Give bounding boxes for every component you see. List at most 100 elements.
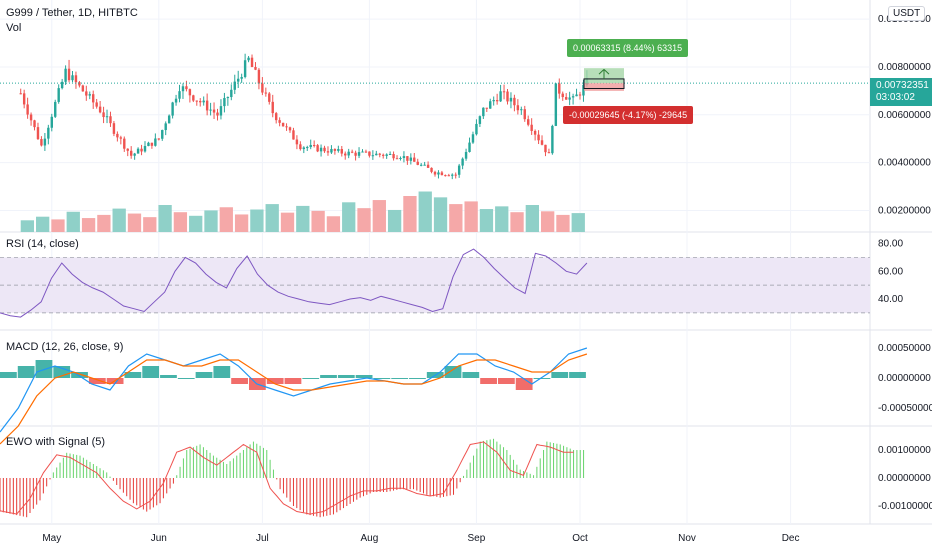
- candle-body: [461, 158, 464, 166]
- candle-body: [578, 94, 582, 96]
- macd-histogram-bar: [480, 378, 497, 384]
- macd-histogram-bar: [177, 378, 195, 379]
- candle-body: [292, 130, 295, 140]
- candle-body: [347, 151, 350, 156]
- candle-body: [350, 151, 354, 153]
- candle-body: [502, 91, 506, 93]
- candle-body: [281, 122, 285, 127]
- candle-body: [457, 165, 461, 175]
- volume-bar: [81, 218, 96, 232]
- candle-body: [523, 109, 526, 120]
- candle-body: [499, 91, 502, 102]
- volume-bar: [433, 197, 448, 232]
- rsi-line: [0, 248, 588, 318]
- candle-body: [375, 153, 378, 156]
- candle-body: [26, 104, 29, 115]
- candle-body: [533, 130, 537, 135]
- rsi-legend[interactable]: RSI (14, close): [6, 238, 79, 250]
- macd-histogram-bar: [17, 366, 35, 378]
- candle-body: [571, 96, 575, 98]
- candle-body: [419, 164, 423, 166]
- candle-body: [454, 174, 457, 176]
- candle-body: [237, 78, 240, 82]
- time-tick-label: Jun: [151, 533, 167, 544]
- macd-histogram-bar: [551, 372, 569, 378]
- stop-zone: [584, 83, 624, 91]
- candle-body: [271, 101, 274, 114]
- volume-legend[interactable]: Vol: [6, 22, 22, 34]
- volume-bar: [265, 204, 279, 232]
- volume-bar: [219, 207, 233, 232]
- candle-body: [157, 138, 161, 140]
- macd-histogram-bar: [515, 378, 533, 390]
- candle-body: [98, 106, 102, 113]
- candle-body: [81, 85, 85, 92]
- candle-body: [489, 101, 492, 109]
- candle-body: [116, 133, 119, 138]
- candle-body: [230, 89, 233, 98]
- candle-body: [185, 86, 188, 90]
- candle-body: [67, 68, 71, 81]
- macd-histogram-bar: [266, 378, 284, 384]
- candle-body: [226, 97, 230, 99]
- candle-body: [399, 158, 402, 160]
- candle-body: [426, 164, 430, 168]
- candle-body: [60, 81, 64, 89]
- volume-bar: [403, 196, 417, 232]
- volume-bar: [204, 210, 218, 232]
- candle-body: [478, 116, 482, 124]
- candle-body: [240, 77, 243, 79]
- candle-body: [323, 147, 326, 152]
- volume-bar: [234, 214, 249, 232]
- candle-body: [540, 140, 544, 145]
- candle-body: [344, 153, 347, 156]
- candle-body: [74, 75, 78, 83]
- candle-body: [268, 93, 271, 102]
- candle-body: [354, 152, 357, 156]
- volume-bar: [495, 206, 509, 232]
- ewo-tick-label: 0.00000000: [878, 473, 931, 484]
- volume-bar: [571, 213, 585, 232]
- volume-bar: [387, 209, 402, 232]
- stop-label[interactable]: -0.00029645 (-4.17%) -29645: [563, 106, 694, 124]
- candle-body: [250, 57, 254, 67]
- candle-body: [247, 57, 250, 61]
- macd-histogram-bar: [462, 372, 480, 378]
- candle-body: [544, 144, 547, 153]
- macd-histogram-bar: [124, 372, 142, 378]
- candle-body: [150, 142, 154, 146]
- candle-body: [50, 116, 53, 128]
- candle-body: [209, 109, 212, 111]
- rsi-tick-label: 80.00: [878, 239, 903, 250]
- candle-body: [319, 147, 323, 152]
- macd-tick-label: -0.00050000: [878, 403, 932, 414]
- symbol-title[interactable]: G999 / Tether, 1D, HITBTC: [6, 7, 138, 19]
- candle-body: [364, 151, 368, 153]
- ewo-legend[interactable]: EWO with Signal (5): [6, 436, 106, 448]
- candle-body: [416, 161, 419, 165]
- ewo-signal-line: [0, 441, 574, 515]
- candle-body: [143, 146, 147, 152]
- volume-bar: [280, 212, 295, 232]
- candle-body: [333, 148, 337, 151]
- candle-body: [88, 94, 91, 96]
- target-label[interactable]: 0.00063315 (8.44%) 63315: [567, 39, 689, 57]
- candle-body: [492, 100, 495, 102]
- candle-body: [357, 152, 361, 156]
- candle-body: [261, 83, 264, 93]
- price-tick-label: 0.00400000: [878, 158, 931, 169]
- volume-bar: [127, 213, 142, 232]
- candle-body: [112, 123, 116, 134]
- candle-body: [402, 156, 406, 159]
- macd-histogram-bar: [373, 378, 391, 379]
- candle-body: [361, 151, 364, 153]
- candle-body: [382, 154, 385, 156]
- candle-body: [468, 142, 471, 152]
- candle-body: [40, 139, 43, 146]
- macd-legend[interactable]: MACD (12, 26, close, 9): [6, 341, 124, 353]
- currency-badge[interactable]: USDT: [888, 6, 926, 21]
- candle-body: [530, 124, 533, 131]
- candle-body: [295, 139, 299, 145]
